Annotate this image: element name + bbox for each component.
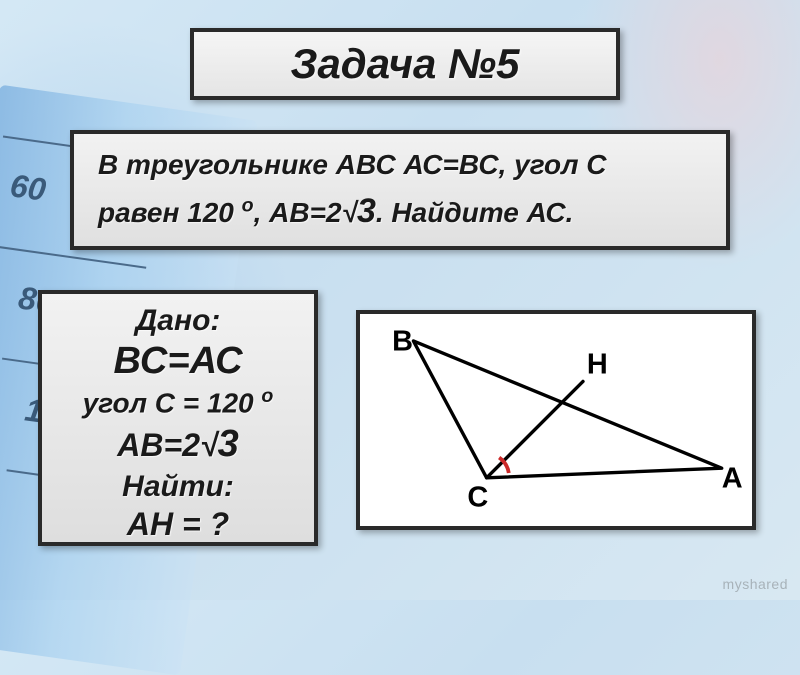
problem-line2c: . Найдите АС.: [376, 197, 574, 228]
degree-symbol: о: [242, 194, 254, 216]
ruler-num: 60: [8, 167, 48, 209]
problem-line2b: , АВ=2: [254, 197, 342, 228]
problem-line1: В треугольнике АВС АС=ВС, угол С: [98, 149, 607, 180]
altitude-ch: [487, 381, 583, 477]
figure-box: B C A H: [356, 310, 756, 530]
sqrt-symbol: √: [342, 197, 357, 228]
problem-text: В треугольнике АВС АС=ВС, угол С равен 1…: [98, 144, 607, 237]
given-eq1: ВС=АС: [50, 340, 306, 383]
vertex-label-h: H: [587, 349, 608, 381]
sqrt-symbol: √: [200, 427, 218, 463]
find-label: Найти:: [50, 470, 306, 504]
given-label: Дано:: [50, 304, 306, 338]
triangle-path: [413, 341, 721, 478]
find-value: АН = ?: [50, 506, 306, 543]
watermark: myshared: [723, 576, 788, 592]
problem-box: В треугольнике АВС АС=ВС, угол С равен 1…: [70, 130, 730, 250]
given-ab: АВ=2√3: [50, 423, 306, 466]
problem-line2a: равен 120: [98, 197, 242, 228]
title-box: Задача №5: [190, 28, 620, 100]
title-text: Задача №5: [290, 40, 519, 88]
given-angle: угол С = 120 о: [50, 385, 306, 419]
vertex-label-c: C: [467, 482, 488, 514]
vertex-label-a: A: [722, 462, 743, 494]
vertex-label-b: B: [392, 326, 413, 358]
radicand: 3: [357, 192, 376, 230]
degree-symbol: о: [261, 385, 273, 407]
given-box: Дано: ВС=АС угол С = 120 о АВ=2√3 Найти:…: [38, 290, 318, 546]
triangle-svg: B C A H: [360, 314, 752, 526]
radicand: 3: [218, 423, 239, 465]
